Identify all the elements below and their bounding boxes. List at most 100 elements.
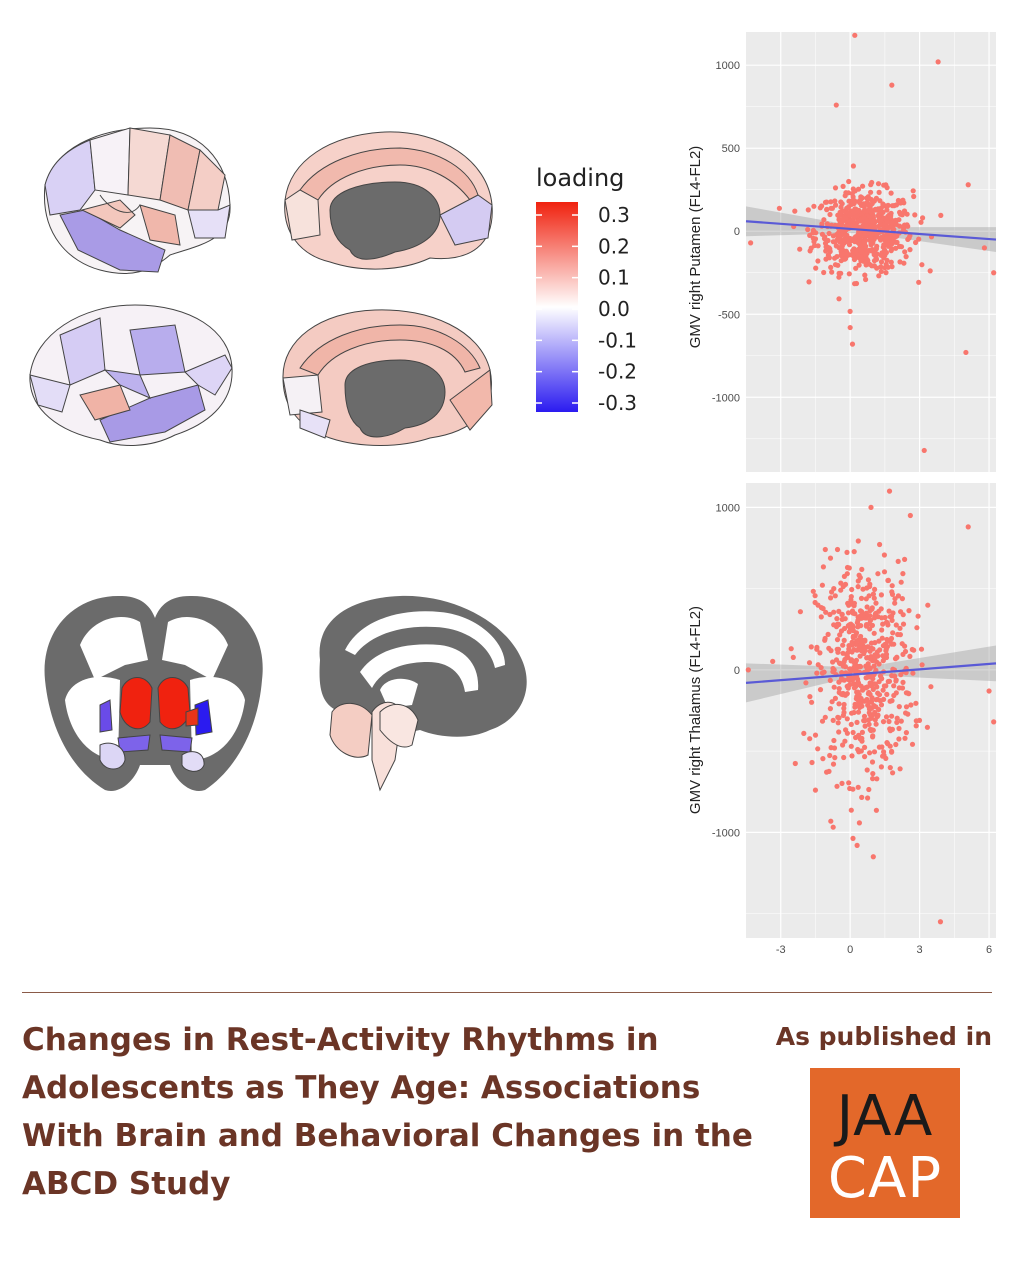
data-point xyxy=(828,205,834,211)
data-point xyxy=(844,716,850,722)
data-point xyxy=(889,246,895,252)
brain-right-lateral xyxy=(29,304,233,446)
data-point xyxy=(857,653,863,659)
data-point xyxy=(850,634,856,641)
data-point xyxy=(841,637,847,644)
data-point xyxy=(853,734,859,741)
data-point xyxy=(878,702,885,708)
data-point xyxy=(842,616,848,622)
data-point xyxy=(856,749,862,755)
data-point xyxy=(797,609,804,615)
data-point xyxy=(851,256,858,263)
legend-tick-label: 0.0 xyxy=(598,297,630,321)
data-point xyxy=(893,678,899,684)
data-point xyxy=(832,593,838,599)
data-point xyxy=(903,730,910,736)
data-point xyxy=(869,705,875,711)
divider xyxy=(22,992,992,993)
data-point xyxy=(907,247,913,253)
data-point xyxy=(792,760,798,767)
data-point xyxy=(824,221,831,227)
data-point xyxy=(864,256,870,263)
data-point xyxy=(853,249,859,255)
data-point xyxy=(871,263,878,269)
data-point xyxy=(801,730,807,737)
data-point xyxy=(878,252,884,258)
data-point xyxy=(889,589,895,595)
data-point xyxy=(797,246,803,252)
data-point xyxy=(880,201,886,207)
data-point xyxy=(904,211,910,217)
data-point xyxy=(847,324,853,331)
data-point xyxy=(879,676,885,682)
data-point xyxy=(893,741,899,748)
data-point xyxy=(833,202,839,208)
data-point xyxy=(852,611,858,617)
data-point xyxy=(876,706,882,713)
data-point xyxy=(872,652,878,658)
data-point xyxy=(770,658,776,665)
data-point xyxy=(860,183,866,189)
data-point xyxy=(867,608,873,614)
journal-logo-line2: CAP xyxy=(827,1146,943,1211)
data-point xyxy=(902,648,909,655)
data-point xyxy=(827,611,833,618)
data-point xyxy=(890,225,896,231)
data-point xyxy=(868,640,875,646)
data-point xyxy=(896,704,902,710)
data-point xyxy=(880,653,886,659)
data-point xyxy=(818,614,824,620)
data-point xyxy=(805,226,811,233)
data-point xyxy=(859,794,865,801)
data-point xyxy=(896,725,902,732)
data-point xyxy=(876,744,883,750)
data-point xyxy=(840,677,846,683)
data-point xyxy=(873,207,879,213)
data-point xyxy=(856,262,862,268)
data-point xyxy=(909,646,915,653)
data-point xyxy=(912,212,918,218)
loading-legend: loading 0.3 0.2 0.1 0.0 -0.1 -0.2 -0.3 xyxy=(536,164,637,415)
data-point xyxy=(831,737,837,744)
data-point xyxy=(809,699,815,705)
data-point xyxy=(868,654,874,660)
data-point xyxy=(877,541,883,548)
data-point xyxy=(812,593,818,599)
data-point xyxy=(889,613,895,620)
data-point xyxy=(861,239,867,245)
data-point xyxy=(865,201,871,207)
data-point xyxy=(863,276,869,283)
data-point xyxy=(815,243,821,249)
data-point xyxy=(870,733,876,739)
data-point xyxy=(788,646,794,652)
data-point xyxy=(868,234,874,240)
data-point xyxy=(910,670,916,676)
data-point xyxy=(889,583,895,589)
data-point xyxy=(838,691,845,697)
data-point xyxy=(898,579,904,585)
data-point xyxy=(855,538,861,544)
data-point xyxy=(889,203,896,209)
data-point xyxy=(819,203,825,209)
data-point xyxy=(889,713,895,719)
data-point xyxy=(897,632,904,638)
data-point xyxy=(885,225,891,231)
data-point xyxy=(828,745,834,751)
data-point xyxy=(863,218,870,224)
data-point xyxy=(834,254,840,260)
data-point xyxy=(846,780,852,786)
data-point xyxy=(889,241,895,247)
data-point xyxy=(846,565,852,571)
legend-title: loading xyxy=(536,164,624,192)
data-point xyxy=(834,546,841,553)
data-point xyxy=(896,685,902,691)
data-point xyxy=(852,234,859,240)
data-point xyxy=(834,237,840,243)
data-point xyxy=(891,692,897,699)
data-point xyxy=(815,746,821,752)
y-tick-label: 1000 xyxy=(716,60,740,72)
data-point xyxy=(894,239,900,245)
data-point xyxy=(807,736,813,742)
data-point xyxy=(807,694,813,700)
data-point xyxy=(884,203,890,209)
